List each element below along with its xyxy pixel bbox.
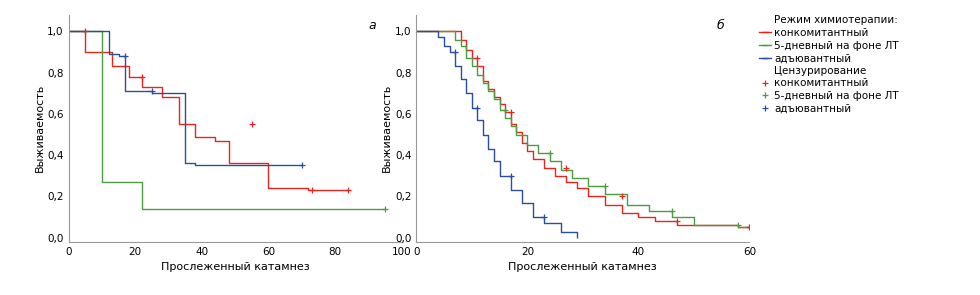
Y-axis label: Выживаемость: Выживаемость <box>382 84 392 173</box>
X-axis label: Прослеженный катамнез: Прослеженный катамнез <box>161 262 310 272</box>
Legend: Режим химиотерапии:, конкомитантный, 5-дневный на фоне ЛТ, адъювантный, Цензурир: Режим химиотерапии:, конкомитантный, 5-д… <box>759 15 899 114</box>
Text: а: а <box>368 19 376 32</box>
Text: б: б <box>716 19 724 32</box>
Y-axis label: Выживаемость: Выживаемость <box>34 84 44 173</box>
X-axis label: Прослеженный катамнез: Прослеженный катамнез <box>509 262 658 272</box>
